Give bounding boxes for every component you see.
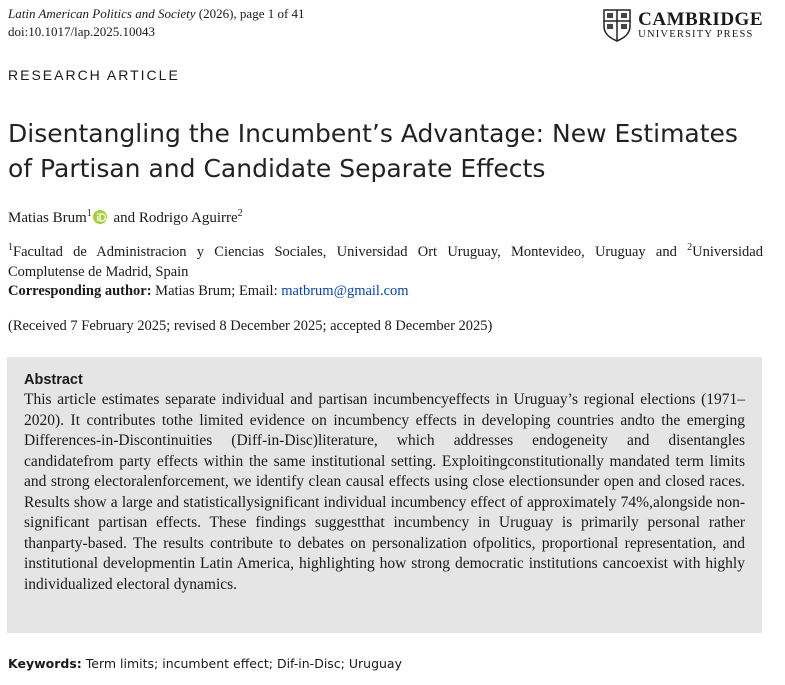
journal-line: Latin American Politics and Society (202… <box>8 6 305 22</box>
publisher-name: CAMBRIDGE <box>638 8 763 30</box>
publisher-text: CAMBRIDGE UNIVERSITY PRESS <box>638 10 763 41</box>
keywords-text: Term limits; incumbent effect; Dif-in-Di… <box>81 656 402 671</box>
author-name: Matias Brum <box>8 210 87 226</box>
authors: Matias Brum1 and Rodrigo Aguirre2 <box>8 208 243 228</box>
article-type: RESEARCH ARTICLE <box>8 67 180 83</box>
publisher-sub: UNIVERSITY PRESS <box>638 28 754 40</box>
author-affil: 1 <box>86 208 92 219</box>
abstract-heading: Abstract <box>24 372 83 388</box>
affil-mark: 1 <box>8 242 13 254</box>
affiliations: 1Facultad de Administracion y Ciencias S… <box>8 242 763 282</box>
affil-text: Universidad Complutense de Madrid, Spain <box>8 244 763 280</box>
doi[interactable]: 10.1017/lap.2025.10043 <box>28 24 155 39</box>
issue: (2026), page 1 of 41 <box>195 6 305 21</box>
doi-line: doi:10.1017/lap.2025.10043 <box>8 24 155 40</box>
keywords-label: Keywords: <box>8 656 82 671</box>
corresponding: Corresponding author: Matias Brum; Email… <box>8 281 409 301</box>
author-name: Rodrigo Aguirre <box>138 210 238 226</box>
abstract: Abstract This article estimates separate … <box>24 371 745 595</box>
abstract-box: Abstract This article estimates separate … <box>7 357 762 633</box>
author-joiner: and <box>109 210 139 226</box>
corresponding-label: Corresponding author: <box>8 283 152 299</box>
affil-text: Facultad de Administracion y Ciencias So… <box>13 244 646 260</box>
author-affil: 2 <box>237 208 243 219</box>
publisher-logo: CAMBRIDGE UNIVERSITY PRESS <box>602 8 763 42</box>
orcid-icon[interactable] <box>92 210 107 224</box>
article-title: Disentangling the Incumbent’s Advantage:… <box>8 119 738 183</box>
keywords: Keywords: Term limits; incumbent effect;… <box>8 654 402 674</box>
crest <box>603 9 631 42</box>
corresponding-text: Matias Brum; Email: <box>151 283 282 299</box>
abstract-text: This article estimates separate individu… <box>24 391 745 593</box>
email-link[interactable]: matbrum@gmail.com <box>281 283 409 299</box>
doi-prefix: doi: <box>8 24 29 39</box>
affil-mark: 2 <box>687 242 693 254</box>
history: (Received 7 February 2025; revised 8 Dec… <box>8 318 493 334</box>
journal-name: Latin American Politics and Society <box>8 6 196 21</box>
affil-joiner: and <box>645 244 688 260</box>
